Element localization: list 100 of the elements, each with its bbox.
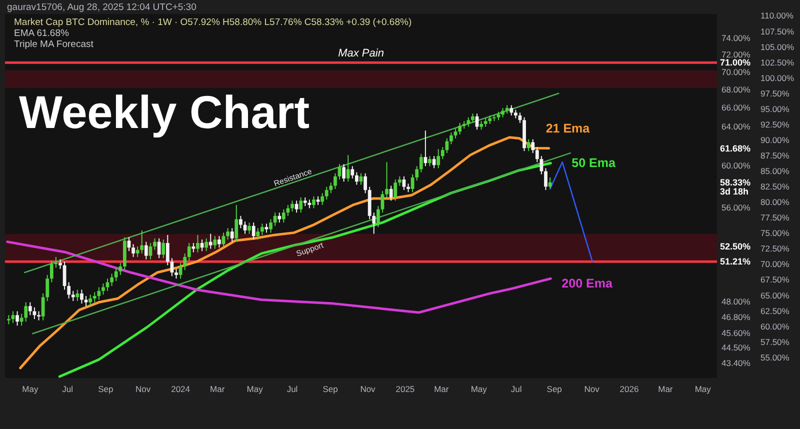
y2-tick-label: 80.00% <box>760 197 790 208</box>
y-tick-label: 68.00% <box>722 84 751 94</box>
candlestick <box>24 302 28 322</box>
candlestick <box>458 122 462 135</box>
candlestick <box>290 200 294 212</box>
y-tick-label: 70.00% <box>722 66 751 77</box>
candlestick <box>385 162 388 198</box>
candlestick <box>535 146 539 163</box>
candlestick <box>58 258 62 270</box>
candlestick <box>67 282 71 299</box>
candlestick <box>218 236 221 248</box>
y2-tick-label: 82.50% <box>760 182 790 192</box>
candlestick <box>294 200 298 214</box>
x-tick-label: May <box>694 384 712 394</box>
candlestick <box>466 116 470 128</box>
candlestick <box>312 196 316 209</box>
candlestick <box>299 196 303 214</box>
candlestick <box>196 234 200 253</box>
candlestick <box>226 228 230 240</box>
y2-tick-label: 85.00% <box>760 166 790 176</box>
candlestick <box>269 218 272 234</box>
candlestick <box>183 252 187 271</box>
candlestick <box>436 148 440 169</box>
candlestick <box>238 215 242 229</box>
candlestick <box>136 246 140 258</box>
candlestick <box>46 274 50 302</box>
candlestick <box>148 242 152 260</box>
candlestick <box>166 234 170 266</box>
candlestick <box>510 104 514 116</box>
text: 61.68% <box>720 143 751 154</box>
text: 3d 18h <box>720 186 749 196</box>
x-tick-label: Mar <box>434 384 449 394</box>
candlestick <box>256 228 260 240</box>
candlestick <box>80 289 84 304</box>
x-tick-label: May <box>470 384 488 394</box>
y-tick-label: 56.00% <box>722 202 751 213</box>
y2-tick-label: 77.50% <box>760 212 790 223</box>
x-tick-label: Jul <box>286 384 298 394</box>
y2-tick-label: 57.50% <box>760 336 790 347</box>
candlestick <box>526 138 530 152</box>
text: 71.00% <box>720 58 751 68</box>
ref-line-label: Max Pain <box>338 48 384 60</box>
x-tick-label: May <box>22 384 39 394</box>
y-tick-label: 45.60% <box>722 328 751 338</box>
candlestick <box>157 238 161 259</box>
line-series <box>6 240 552 314</box>
y2-tick-label: 95.00% <box>760 104 790 114</box>
candlestick <box>355 172 358 186</box>
y-tick-label: 44.50% <box>722 342 751 353</box>
x-tick-label: Sep <box>322 384 338 394</box>
candlestick <box>6 314 10 325</box>
candlestick <box>102 283 105 296</box>
x-tick-label: Nov <box>136 384 152 394</box>
candlestick <box>454 128 458 139</box>
text: Weekly Chart <box>19 86 310 138</box>
candlestick <box>471 113 474 124</box>
candlestick <box>394 179 398 202</box>
candlestick <box>162 239 166 259</box>
annotation: Support <box>295 240 326 258</box>
x-tick-label: 2026 <box>620 384 639 394</box>
candlestick <box>88 294 92 307</box>
candlestick <box>372 212 376 234</box>
y2-tick-label: 62.50% <box>760 306 790 316</box>
candlestick <box>118 262 122 276</box>
y2-tick-label: 90.00% <box>760 134 790 145</box>
candlestick <box>230 228 234 242</box>
candlestick <box>153 238 156 250</box>
chart-subtitle: Market Cap BTC Dominance, % · 1W · O57.92% H58.80% L57.76% C58.33% +0.39 (+0.68%) <box>14 17 412 28</box>
y2-tick-label: 97.50% <box>760 88 790 98</box>
x-tick-label: Jul <box>62 384 74 394</box>
candlestick <box>273 212 277 226</box>
y2-tick-label: 105.00% <box>760 42 794 52</box>
line-series <box>19 136 550 370</box>
x-tick-label: Nov <box>360 384 376 394</box>
candlestick <box>20 313 24 326</box>
candlestick <box>132 244 135 258</box>
candlestick <box>402 176 406 190</box>
y2-tick-label: 100.00% <box>760 72 794 83</box>
candlestick <box>389 185 393 202</box>
candlestick <box>174 268 178 280</box>
candlestick <box>334 172 337 190</box>
candlestick <box>144 241 148 260</box>
y-tick-label: 46.80% <box>722 312 751 322</box>
text: 52.50% <box>720 242 751 252</box>
candlestick <box>398 176 402 186</box>
candlestick <box>92 292 96 303</box>
text: 51.21% <box>720 256 751 267</box>
candlestick <box>187 242 191 262</box>
x-tick-label: Mar <box>658 384 673 394</box>
candlestick <box>213 236 217 250</box>
candlestick <box>286 204 290 216</box>
candlestick <box>260 223 264 236</box>
y2-tick-label: 110.00% <box>760 10 794 21</box>
candlestick <box>28 302 32 316</box>
x-tick-label: May <box>246 384 264 394</box>
x-tick-label: 2025 <box>396 384 415 394</box>
y-tick-label: 74.00% <box>722 32 751 43</box>
candlestick <box>248 222 251 234</box>
candlestick <box>329 182 333 194</box>
y-tick-label: 60.00% <box>722 160 751 171</box>
